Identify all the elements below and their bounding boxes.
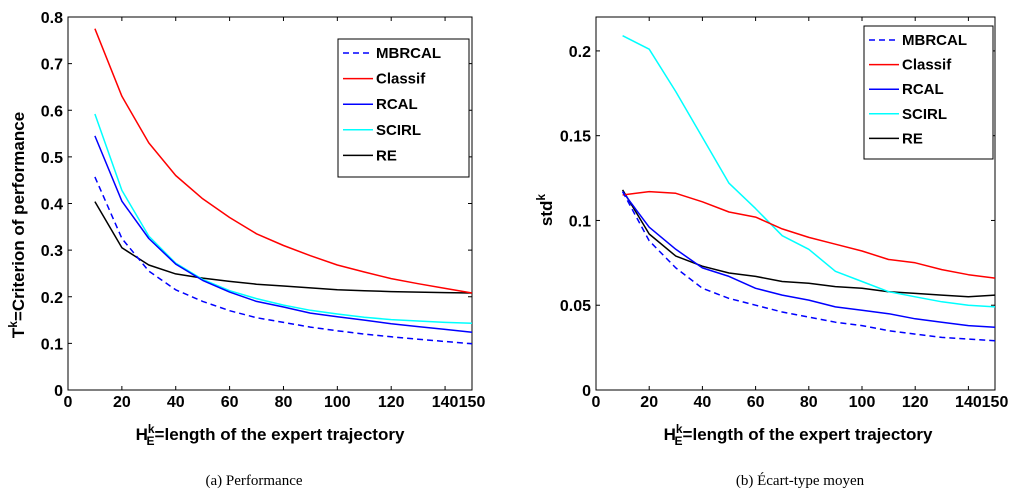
series-line-mbrcal [94,176,473,345]
legend-label-mbrcal: MBRCAL [376,45,441,62]
x-tick-label: 20 [640,394,658,411]
x-tick-label: 80 [800,394,818,411]
legend-label-re: RE [902,130,923,147]
x-tick-label: 140 [955,394,982,411]
y-tick-label: 0.2 [41,290,63,307]
x-tick-label: 120 [378,394,405,411]
x-tick-label: 80 [275,394,293,411]
y-tick-label: 0.4 [41,197,63,214]
series-line-rcal [621,191,996,329]
legend-label-mbrcal: MBRCAL [902,32,967,49]
series-line-re [94,201,473,294]
y-tick-label: 0.3 [41,243,63,260]
y-axis-label: Tk=Criterion of performance [6,112,28,338]
figure-caption: (b) Écart-type moyen [736,472,865,489]
series-line-re [621,189,996,298]
chart-panel-std: stdk Hk E=length of the expert trajectory… [534,16,1009,489]
x-tick-label: 0 [592,394,601,411]
legend-label-classif: Classif [902,57,952,74]
legend-label-rcal: RCAL [376,96,418,113]
y-tick-label: 0.1 [41,336,63,353]
legend-label-scirl: SCIRL [376,122,421,139]
x-tick-label: 0 [64,394,73,411]
y-axis-label: stdk [534,194,556,227]
series-line-rcal [94,135,473,333]
x-tick-label: 40 [694,394,712,411]
series-line-mbrcal [621,191,996,342]
y-tick-label: 0.6 [41,103,63,120]
x-tick-label: 40 [167,394,185,411]
x-tick-label: 60 [221,394,239,411]
x-tick-label: 150 [982,394,1009,411]
x-tick-label: 150 [459,394,486,411]
figure-caption: (a) Performance [205,473,302,489]
x-tick-label: 100 [324,394,351,411]
y-tick-label: 0.15 [560,129,591,146]
y-tick-label: 0.1 [569,213,591,230]
y-tick-label: 0.7 [41,57,63,74]
x-axis-label: Hk E=length of the expert trajectory [136,422,405,448]
y-tick-label: 0.05 [560,298,591,315]
legend-label-classif: Classif [376,71,426,88]
x-axis-label: Hk E=length of the expert trajectory [664,422,933,448]
legend-label-re: RE [376,147,397,164]
legend-label-rcal: RCAL [902,81,944,98]
x-tick-label: 100 [849,394,876,411]
x-tick-label: 20 [113,394,131,411]
y-tick-label: 0.8 [41,10,63,27]
legend-box [863,25,994,160]
x-tick-label: 120 [902,394,929,411]
legend-label-scirl: SCIRL [902,106,947,123]
chart-panel-performance: Tk=Criterion of performance Hk E=length o… [6,10,485,489]
y-tick-label: 0 [54,383,63,400]
y-tick-label: 0.5 [41,150,63,167]
series-line-scirl [94,113,473,325]
series-line-classif [622,190,996,279]
series-line-scirl [622,35,996,308]
x-tick-label: 140 [432,394,459,411]
x-tick-label: 60 [747,394,765,411]
y-tick-label: 0.2 [569,44,591,61]
plot-area-frame [595,16,996,391]
y-tick-label: 0 [582,383,591,400]
legend-box [337,38,470,178]
series-line-classif [94,28,473,294]
